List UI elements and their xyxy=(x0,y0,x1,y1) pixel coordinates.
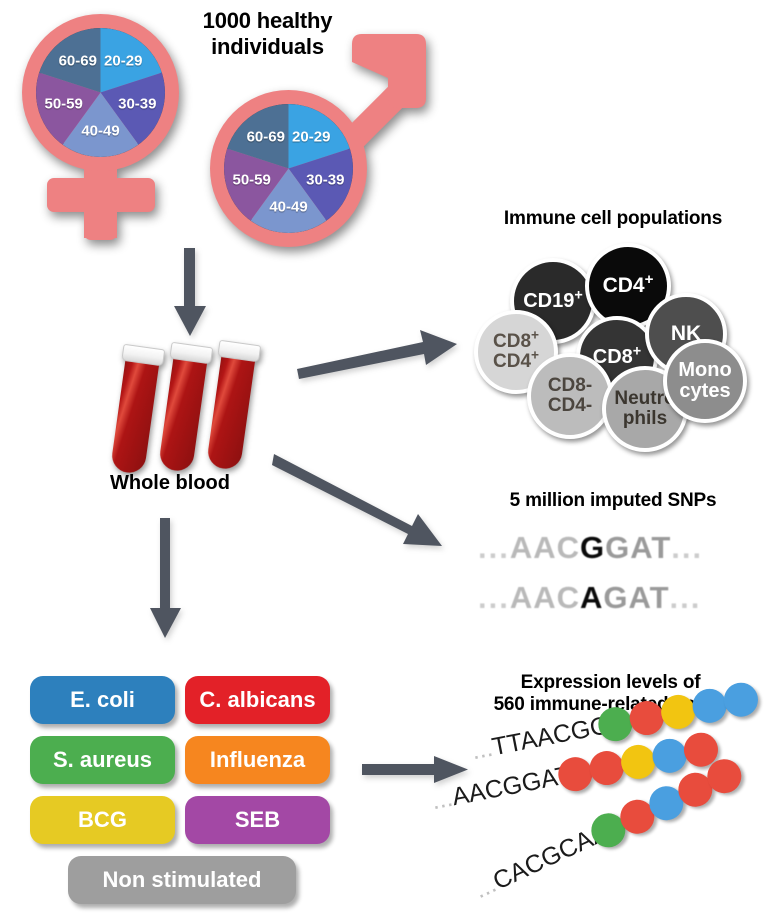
immune-cell-label: CD4+ xyxy=(602,271,654,298)
snp-variant-base: G xyxy=(580,530,606,565)
immune-cell-label: Mono cytes xyxy=(678,359,732,402)
stimulus-c-albicans[interactable]: C. albicans xyxy=(185,676,330,724)
male-symbol-arrowhead xyxy=(352,34,426,108)
immune-cell-monocytes[interactable]: Mono cytes xyxy=(663,339,747,423)
age-distribution-pie-male: 20-29 30-39 40-49 50-59 60-69 xyxy=(224,104,353,233)
pie-slice-label-50-59-male: 50-59 xyxy=(232,171,271,189)
immune-cell-label: CD8+ xyxy=(592,342,642,368)
whole-blood-label: Whole blood xyxy=(110,472,230,494)
stimulus-influenza[interactable]: Influenza xyxy=(185,736,330,784)
female-symbol: 20-29 30-39 40-49 50-59 60-69 xyxy=(8,8,198,243)
arrow-blood-to-immune-cells xyxy=(295,322,460,382)
blood-tube-cap xyxy=(169,341,214,365)
snp-sequence-block: ...AACGGAT... ...AACAGAT... xyxy=(478,530,758,630)
stimuli-panel: E. coli C. albicans S. aureus Influenza BCG S… xyxy=(30,676,350,904)
snp-ellipsis-left: ... xyxy=(478,580,510,615)
snp-flank-left: AAC xyxy=(509,580,581,615)
section-title-immune-cells: Immune cell populations xyxy=(503,208,723,229)
blood-tube-cap xyxy=(217,339,262,363)
pie-slice-label-60-69-male: 60-69 xyxy=(246,128,285,146)
pie-slice-20-29 xyxy=(100,28,162,93)
immune-cell-label: CD8- CD4- xyxy=(547,375,593,416)
pie-slice-label-40-49-female: 40-49 xyxy=(81,122,120,140)
snp-ellipsis-right: ... xyxy=(671,530,704,565)
stimulus-label: S. aureus xyxy=(52,747,153,772)
pie-slice-40-49 xyxy=(62,92,139,157)
immune-cell-cd8-cd4-negative[interactable]: CD8- CD4- xyxy=(527,353,613,439)
gene-sequence-text: ...TTAACGG xyxy=(469,711,612,766)
immune-cell-cd4-positive[interactable]: CD4+ xyxy=(585,243,671,329)
blood-tube xyxy=(157,341,214,473)
arrow-stimuli-to-expression xyxy=(362,752,472,792)
gene-expression-strands: ...TTAACGG ...AACGGAT ...CACGCAA xyxy=(429,679,771,920)
pie-slice-label-30-39-male: 30-39 xyxy=(306,171,345,189)
pie-slice-30-39 xyxy=(100,72,165,145)
snp-allele-g: ...AACGGAT... xyxy=(478,530,703,566)
stimulus-label: Non stimulated xyxy=(102,867,262,892)
immune-cell-label: CD19+ xyxy=(523,286,583,312)
immune-cell-label: CD8+ CD4+ xyxy=(493,327,539,372)
stimulus-s-aureus[interactable]: S. aureus xyxy=(30,736,175,784)
pie-slice-label-30-39-female: 30-39 xyxy=(118,95,157,113)
pie-slice-label-40-49-male: 40-49 xyxy=(269,198,308,216)
snp-ellipsis-right: ... xyxy=(669,580,702,615)
blood-tube xyxy=(109,343,166,475)
gene-bead xyxy=(586,748,627,789)
stimulus-non-stimulated[interactable]: Non stimulated xyxy=(68,856,296,904)
gene-sequence-bases: AACGGAT xyxy=(449,760,574,812)
pie-slice-label-60-69-female: 60-69 xyxy=(58,52,97,70)
immune-cell-label: Neutro phils xyxy=(614,388,676,429)
arrow-individuals-to-blood xyxy=(172,248,208,338)
blood-tube-cap xyxy=(121,343,166,367)
gene-bead xyxy=(617,742,658,782)
stimulus-e-coli[interactable]: E. coli xyxy=(30,676,175,724)
pie-slice-30-39 xyxy=(288,148,353,221)
stimulus-label: BCG xyxy=(78,807,127,832)
stimulus-seb[interactable]: SEB xyxy=(185,796,330,844)
snp-flank-right: GAT xyxy=(603,580,670,615)
snp-variant-base: A xyxy=(580,580,604,615)
arrow-blood-to-snps xyxy=(272,448,452,553)
section-title-snps: 5 million imputed SNPs xyxy=(509,490,717,511)
pie-slice-60-69 xyxy=(39,28,101,93)
pie-slice-50-59 xyxy=(224,148,289,221)
gene-sequence-bases: TTAACGG xyxy=(489,711,612,762)
pie-slice-50-59 xyxy=(36,72,101,145)
immune-cell-label: NK xyxy=(670,322,702,346)
pie-slice-label-50-59-female: 50-59 xyxy=(44,95,83,113)
arrow-blood-to-stimuli xyxy=(148,518,184,640)
stimulus-label: Influenza xyxy=(209,747,306,772)
blood-tube xyxy=(205,339,262,471)
pie-slice-label-20-29-male: 20-29 xyxy=(292,128,331,146)
stimulus-label: E. coli xyxy=(70,687,135,712)
male-symbol: 20-29 30-39 40-49 50-59 60-69 xyxy=(198,28,433,258)
pie-slice-40-49 xyxy=(250,168,327,233)
snp-flank-right: GAT xyxy=(605,530,672,565)
stimulus-label: C. albicans xyxy=(199,687,316,712)
pie-slice-label-20-29-female: 20-29 xyxy=(104,52,143,70)
stimulus-label: SEB xyxy=(234,807,281,832)
snp-flank-left: AAC xyxy=(509,530,581,565)
snp-ellipsis-left: ... xyxy=(478,530,510,565)
snp-allele-a: ...AACAGAT... xyxy=(478,580,701,616)
stimulus-bcg[interactable]: BCG xyxy=(30,796,175,844)
age-distribution-pie-female: 20-29 30-39 40-49 50-59 60-69 xyxy=(36,28,165,157)
page-title-individuals: 1000 healthy individuals xyxy=(202,8,333,59)
blood-tubes-group xyxy=(109,339,290,475)
pie-slice-60-69 xyxy=(227,104,289,169)
pie-slice-20-29 xyxy=(288,104,350,169)
gene-bead xyxy=(649,735,689,776)
